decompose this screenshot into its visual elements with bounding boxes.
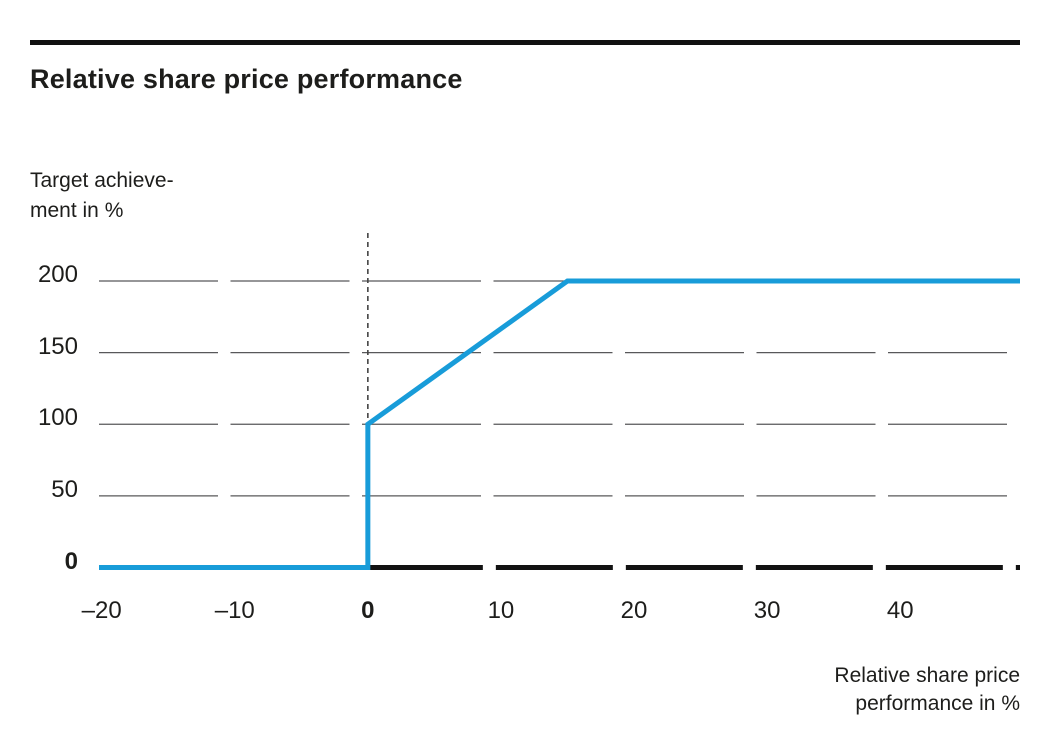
chart-title: Relative share price performance — [30, 64, 463, 94]
y-tick-label-100: 100 — [37, 404, 78, 432]
x-axis-title-line-2: performance in % — [855, 692, 1020, 715]
y-tick-label-50: 50 — [51, 475, 78, 503]
y-axis-title-line-1: Target achieve- — [30, 169, 174, 192]
y-tick-label-150: 150 — [37, 332, 78, 360]
x-tick-label-30: 30 — [753, 597, 781, 624]
x-tick-label-0: 0 — [361, 597, 375, 624]
y-axis-title: Target achieve- ment in % — [30, 166, 174, 226]
x-axis-title-line-1: Relative share price — [834, 664, 1020, 687]
x-tick-label-10: 10 — [487, 597, 515, 624]
header-rule — [30, 40, 1020, 45]
y-tick-label-200: 200 — [37, 261, 78, 288]
x-axis-title: Relative share price performance in % — [620, 662, 1020, 718]
x-tick-label-20: 20 — [620, 597, 648, 624]
x-tick-label-40: 40 — [886, 597, 914, 624]
series-line-0 — [99, 278, 1020, 570]
y-tick-label-0: 0 — [64, 547, 78, 575]
x-tick-label--20: –20 — [81, 597, 122, 624]
y-axis-title-line-2: ment in % — [30, 199, 124, 222]
x-tick-label--10: –10 — [214, 597, 255, 624]
